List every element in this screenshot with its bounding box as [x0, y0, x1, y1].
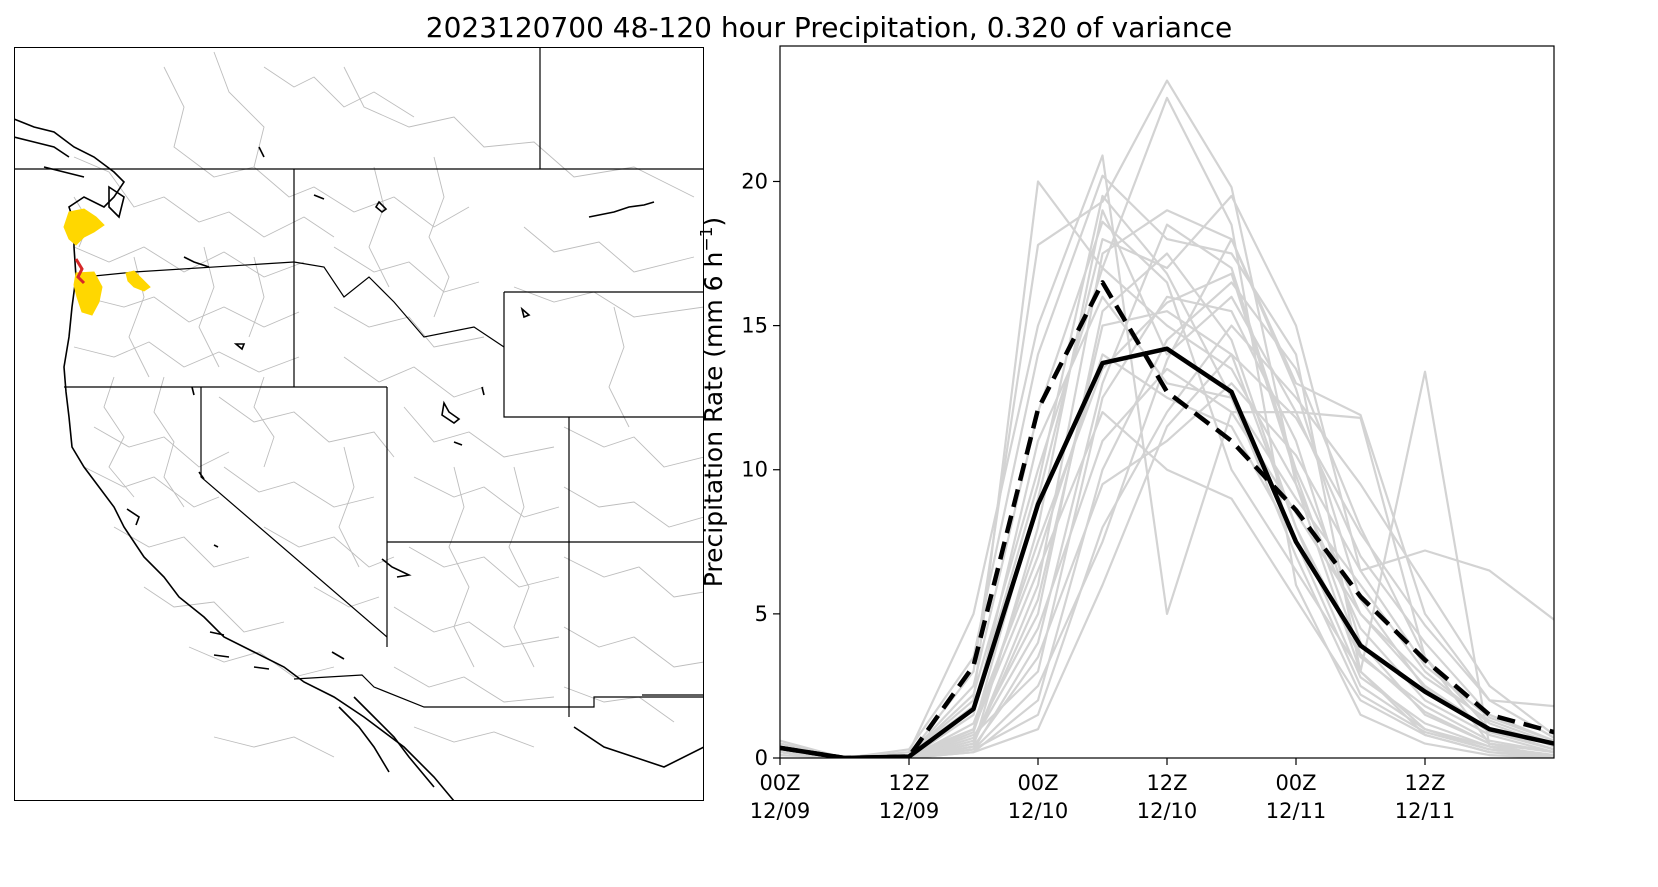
highlighted-gauge-marker	[74, 258, 86, 285]
y-tick-label: 5	[755, 602, 768, 626]
ensemble-member-line	[780, 411, 1554, 758]
ensemble-member-line	[780, 310, 1554, 758]
ensemble-member-line	[780, 154, 1554, 758]
ensemble-member-line	[780, 295, 1554, 758]
ensemble-member-line	[780, 252, 1554, 758]
x-tick-label: 00Z	[759, 771, 800, 795]
figure-title: 2023120700 48-120 hour Precipitation, 0.…	[425, 11, 1233, 44]
y-axis-label: Precipitation Rate (mm 6 h−1)	[700, 217, 728, 587]
plot-frame	[779, 45, 1555, 759]
basin-map	[14, 47, 704, 801]
ensemble-member-line	[780, 223, 1554, 758]
ensemble-member-line	[780, 382, 1554, 758]
x-tick-label: 00Z	[1017, 771, 1058, 795]
x-tick-label: 00Z	[1275, 771, 1316, 795]
x-tick-label: 12/10	[1137, 799, 1198, 823]
x-tick-label: 12Z	[1404, 771, 1445, 795]
series-lines	[780, 280, 1554, 758]
highlighted-basin-north	[63, 208, 105, 246]
highlighted-basins	[63, 208, 151, 316]
highlighted-basin-east	[125, 270, 151, 292]
highlighted-basin-south	[73, 271, 103, 316]
basin-map-svg	[14, 47, 704, 801]
ensemble-member-line	[780, 272, 1554, 758]
ensemble-member-line	[780, 367, 1554, 758]
y-tick-label: 0	[755, 746, 768, 770]
ensemble-member-line	[780, 295, 1554, 758]
y-axis-label-suffix: )	[700, 217, 728, 227]
x-tick-label: 12/11	[1266, 799, 1327, 823]
map-frame	[14, 47, 704, 801]
map-background	[14, 47, 704, 801]
ensemble-member-line	[780, 324, 1554, 758]
precipitation-chart: 0 5 10 15 20 00Z 12/09 12Z 12/09 00Z 12/10 12Z 12/1…	[697, 30, 1658, 883]
ensemble-member-line	[780, 353, 1554, 758]
x-tick-label: 12Z	[888, 771, 929, 795]
basin-outlines	[73, 51, 704, 758]
x-tick-label: 12/09	[750, 799, 811, 823]
y-tick-label: 15	[741, 314, 768, 338]
precipitation-chart-svg: 0 5 10 15 20 00Z 12/09 12Z 12/09 00Z 12/10 12Z 12/1…	[697, 45, 1555, 823]
ensemble-mean-line	[780, 346, 1554, 758]
ensemble-member-line	[780, 209, 1554, 758]
x-tick-label: 12/11	[1395, 799, 1456, 823]
ensemble-member-line	[780, 174, 1554, 758]
coastline	[14, 118, 704, 801]
us-mexico-border	[293, 674, 704, 708]
y-tick-label: 10	[741, 458, 768, 482]
ensemble-members	[780, 79, 1554, 758]
border-id-mt	[293, 261, 505, 348]
border-wy	[503, 291, 704, 418]
x-tick-label: 12/09	[879, 799, 940, 823]
ensemble-member-line	[780, 209, 1554, 758]
observed-line	[780, 280, 1554, 758]
x-tick-label: 12Z	[1146, 771, 1187, 795]
x-axis-ticks: 00Z 12/09 12Z 12/09 00Z 12/10 12Z 12/10 00Z 12/11…	[750, 758, 1456, 823]
y-axis-ticks: 0 5 10 15 20	[741, 169, 780, 770]
ensemble-member-line	[780, 353, 1554, 758]
state-borders	[14, 47, 704, 717]
y-axis-label-text: Precipitation Rate (mm 6 h	[700, 252, 728, 588]
y-axis-label-superscript: −1	[700, 227, 717, 252]
border-ca-nv	[200, 387, 388, 638]
ensemble-member-line	[780, 238, 1554, 758]
y-tick-label: 20	[741, 169, 768, 193]
x-tick-label: 12/10	[1008, 799, 1069, 823]
